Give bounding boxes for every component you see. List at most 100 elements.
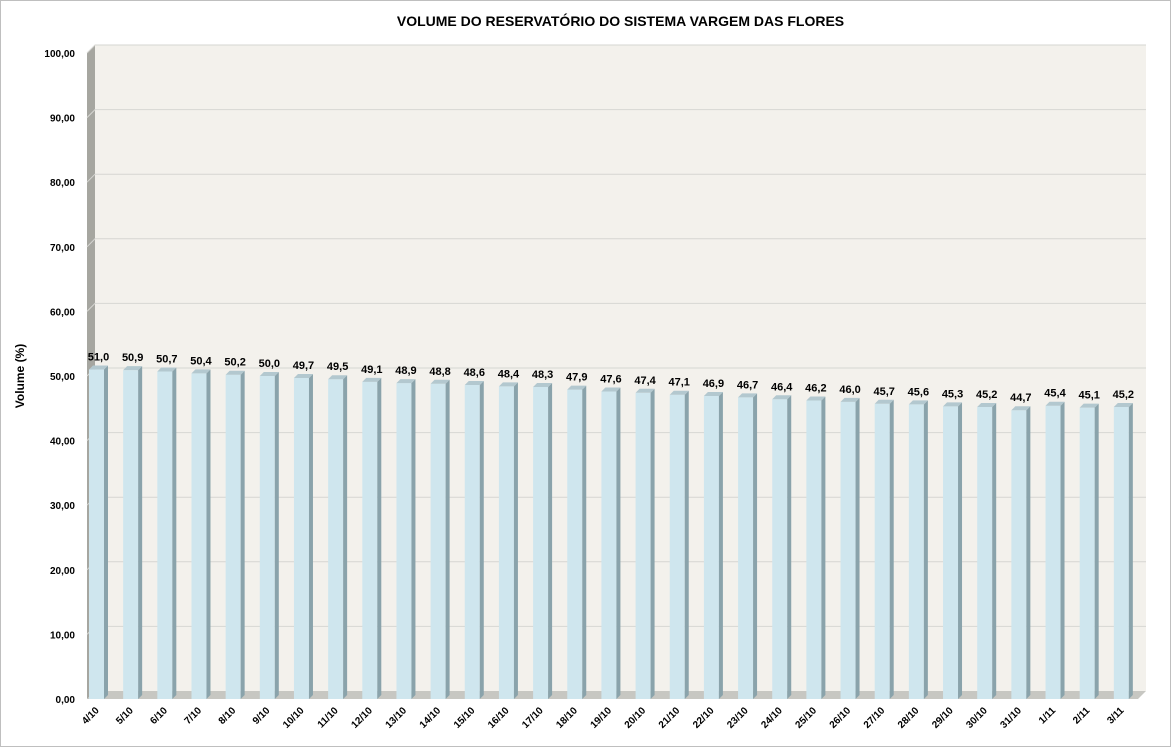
data-label: 49,7 xyxy=(293,360,314,372)
gridline xyxy=(86,173,1146,183)
data-label: 49,5 xyxy=(327,361,348,373)
bar xyxy=(430,379,450,699)
y-tick-label: 80,00 xyxy=(50,178,75,189)
bar xyxy=(772,395,792,699)
y-axis-label: Volume (%) xyxy=(13,344,27,408)
bar-front xyxy=(1011,410,1027,699)
bar xyxy=(259,372,279,699)
bar-top xyxy=(464,381,484,386)
x-tick-label: 4/10 xyxy=(80,705,102,727)
bar-front xyxy=(225,374,241,699)
bar-front xyxy=(533,386,549,699)
x-tick-label: 9/10 xyxy=(251,705,273,727)
data-label: 45,1 xyxy=(1078,390,1099,402)
bar-top xyxy=(191,369,211,374)
bar-side xyxy=(479,381,484,699)
bar-side xyxy=(855,397,860,699)
x-tick-label: 1/11 xyxy=(1037,705,1058,726)
bar xyxy=(1113,403,1133,699)
x-axis-ticks: 4/10 5/10 6/10 7/10 8/10 9/10 10/10 11/10 12/10 1… xyxy=(80,705,1127,731)
bar-side xyxy=(411,379,416,699)
data-label: 45,3 xyxy=(942,388,963,400)
bar-top xyxy=(1079,403,1099,408)
y-tick-label: 10,00 xyxy=(50,630,75,641)
bar-front xyxy=(293,377,309,699)
gridline xyxy=(86,44,1146,54)
y-tick-label: 90,00 xyxy=(50,114,75,125)
y-tick-label: 70,00 xyxy=(50,243,75,254)
bar-top xyxy=(123,366,143,371)
data-label: 48,8 xyxy=(429,366,450,378)
data-label: 46,4 xyxy=(771,381,793,393)
bar xyxy=(806,396,826,699)
bar-top xyxy=(225,370,245,375)
data-label: 47,9 xyxy=(566,372,587,384)
bar-side xyxy=(513,382,518,699)
bar-side xyxy=(377,377,382,699)
bar xyxy=(635,388,655,699)
bar-front xyxy=(89,369,104,699)
bar-side xyxy=(138,366,143,699)
bar-side xyxy=(1128,403,1133,699)
bar-side xyxy=(582,385,587,699)
data-label: 46,0 xyxy=(839,384,860,396)
x-tick-label: 2/11 xyxy=(1071,705,1092,726)
y-axis-ticks: 0,00 10,00 20,00 30,00 40,00 50,00 60,00 70,00 8… xyxy=(44,49,75,706)
data-label: 45,2 xyxy=(976,389,997,401)
bar-side xyxy=(308,373,313,699)
bar-front xyxy=(806,400,822,699)
x-tick-label: 29/10 xyxy=(930,705,956,731)
data-label: 50,0 xyxy=(259,358,280,370)
bar-side xyxy=(445,379,450,699)
data-label: 50,9 xyxy=(122,352,143,364)
x-tick-label: 8/10 xyxy=(217,705,239,727)
bar-front xyxy=(498,386,514,699)
y-tick-label: 60,00 xyxy=(50,307,75,318)
bar xyxy=(703,392,723,699)
bar xyxy=(943,402,963,699)
bars xyxy=(89,365,1133,699)
bar-side xyxy=(889,399,894,699)
bar-top xyxy=(430,379,450,384)
x-tick-label: 20/10 xyxy=(623,705,649,731)
bar-top xyxy=(1011,406,1031,411)
x-tick-label: 18/10 xyxy=(554,705,580,731)
bar-front xyxy=(464,385,480,699)
bar-top xyxy=(601,387,621,392)
bar-side xyxy=(240,370,245,699)
bar-front xyxy=(430,383,446,699)
bar-front xyxy=(772,399,788,699)
bar xyxy=(601,387,621,699)
bar-top xyxy=(259,372,279,376)
x-tick-label: 24/10 xyxy=(759,705,785,731)
x-tick-label: 25/10 xyxy=(794,705,820,731)
bar-front xyxy=(157,371,173,699)
bar xyxy=(874,399,894,699)
bar-side xyxy=(172,367,177,699)
bar-side xyxy=(206,369,211,699)
bar-front xyxy=(703,396,719,699)
bar-side xyxy=(274,372,279,699)
bar xyxy=(498,382,518,699)
data-label: 48,9 xyxy=(395,365,416,377)
bar xyxy=(464,381,484,699)
bar-side xyxy=(718,392,723,699)
bar-side xyxy=(650,388,655,699)
bar xyxy=(225,370,245,699)
bar-top xyxy=(840,397,860,402)
x-tick-label: 17/10 xyxy=(520,705,546,731)
x-tick-label: 13/10 xyxy=(384,705,410,731)
y-tick-label: 100,00 xyxy=(44,49,75,60)
bar xyxy=(89,365,108,699)
x-tick-label: 5/10 xyxy=(114,705,136,727)
x-tick-label: 7/10 xyxy=(183,705,205,727)
bar-side xyxy=(684,390,689,699)
x-tick-label: 31/10 xyxy=(998,705,1024,731)
x-tick-label: 3/11 xyxy=(1105,705,1126,726)
bar-side xyxy=(1060,401,1065,699)
x-tick-label: 11/10 xyxy=(316,705,341,730)
bar-top xyxy=(703,392,723,397)
bar-front xyxy=(635,392,651,699)
